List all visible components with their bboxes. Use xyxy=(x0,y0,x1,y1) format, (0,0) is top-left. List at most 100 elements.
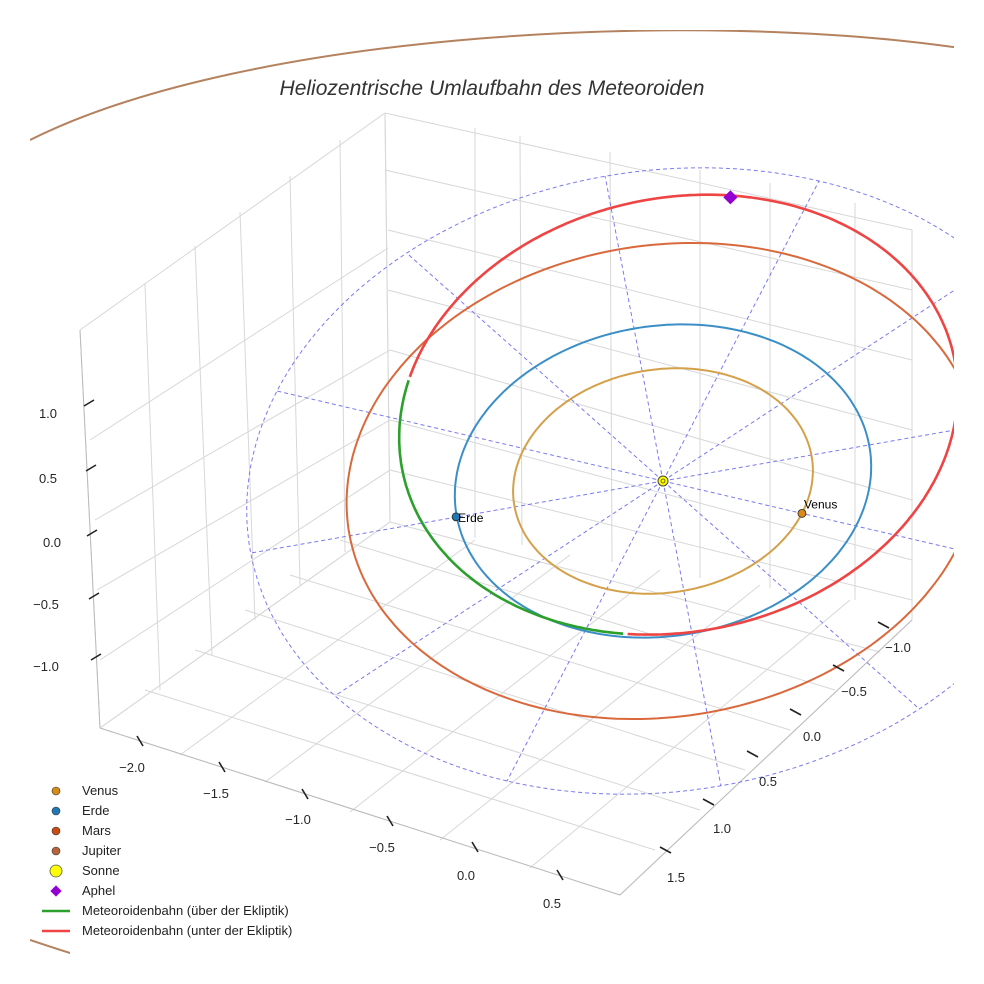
y-tick-mark xyxy=(746,750,759,758)
grid-line-left-h xyxy=(99,469,391,661)
grid-line-left-h xyxy=(79,112,386,331)
meteoroid-orbit-below xyxy=(408,193,954,636)
legend-label: Meteoroidenbahn (unter der Ekliptik) xyxy=(82,923,292,938)
legend-marker xyxy=(51,826,61,836)
aphel-marker xyxy=(723,190,738,205)
grid-line-back-h xyxy=(384,169,913,291)
z-tick-mark xyxy=(88,592,100,600)
planet-venus xyxy=(797,509,807,518)
planet-erde xyxy=(451,512,461,522)
grid-line-back-h xyxy=(389,469,913,601)
y-tick-mark xyxy=(832,664,845,672)
x-tick-label: −2.0 xyxy=(119,760,145,775)
legend-item: Venus xyxy=(51,783,119,798)
grid-line-floor-a xyxy=(194,649,701,811)
ecliptic-spoke xyxy=(662,289,954,482)
legend-item: Erde xyxy=(51,803,109,818)
grid-line-left-v xyxy=(194,245,213,656)
z-tick-label: 0.0 xyxy=(43,535,61,550)
ecliptic-spoke xyxy=(662,429,954,482)
y-tick-label: 0.0 xyxy=(803,729,821,744)
x-tick-label: −1.5 xyxy=(203,786,229,801)
grid-line-floor-b xyxy=(349,569,661,813)
legend-label: Sonne xyxy=(82,863,120,878)
legend-label: Erde xyxy=(82,803,109,818)
y-tick-label: 0.5 xyxy=(759,774,777,789)
legend-marker xyxy=(50,885,62,897)
grid-line-back-v xyxy=(384,112,391,523)
pane-outline xyxy=(80,113,912,895)
grid-line-left-h xyxy=(89,247,389,441)
grid-line-back-v xyxy=(609,151,613,563)
axis-grid xyxy=(79,112,913,896)
x-tick-mark xyxy=(471,841,479,853)
y-axis-line xyxy=(619,619,913,896)
legend-label: Aphel xyxy=(82,883,115,898)
grid-line-floor-b xyxy=(264,554,571,783)
sun-core xyxy=(660,478,666,484)
z-tick-label: −0.5 xyxy=(33,597,59,612)
x-tick-mark xyxy=(556,869,564,881)
z-tick-mark xyxy=(85,464,97,472)
x-tick-mark xyxy=(386,815,394,827)
x-tick-mark xyxy=(136,735,144,747)
z-tick-mark xyxy=(86,529,98,537)
grid-line-floor-a xyxy=(289,574,791,731)
y-tick-mark xyxy=(702,798,715,806)
legend-marker xyxy=(49,864,63,878)
grid-line-left-h xyxy=(94,349,391,521)
y-tick-label: 1.5 xyxy=(667,870,685,885)
grid-line-back-h xyxy=(389,419,913,561)
orbit-venus xyxy=(512,367,814,595)
legend-label: Meteoroidenbahn (über der Ekliptik) xyxy=(82,903,289,918)
plot-area: Venus Erde Mars xyxy=(30,30,984,954)
legend-item: Jupiter xyxy=(51,843,122,858)
z-tick-label: 1.0 xyxy=(39,406,57,421)
planet-label-mars: Mars xyxy=(964,396,984,410)
x-axis-line xyxy=(99,727,621,896)
y-tick-mark xyxy=(659,846,672,854)
legend-item: Meteoroidenbahn (über der Ekliptik) xyxy=(42,903,289,918)
legend-label: Mars xyxy=(82,823,111,838)
legend: Venus Erde Mars Jupiter Sonne Aphel Meteoroide… xyxy=(42,783,292,938)
grid-line-floor-b xyxy=(529,599,851,869)
grid-line-left-v xyxy=(339,139,346,553)
z-tick-label: −1.0 xyxy=(33,659,59,674)
grid-line-floor-b xyxy=(99,521,391,729)
grid-line-floor-a xyxy=(389,521,881,653)
grid-line-back-h xyxy=(389,349,913,501)
y-tick-label: −1.0 xyxy=(885,640,911,655)
x-tick-label: −1.0 xyxy=(285,812,311,827)
y-tick-label: −0.5 xyxy=(841,684,867,699)
grid-line-left-v xyxy=(289,175,301,586)
grid-line-floor-a xyxy=(144,689,656,851)
axis-ticks: −2.0 −1.5 −1.0 −0.5 0.0 0.5 −1.0 −0.5 0.0 0.5 1.0 1… xyxy=(33,399,911,911)
x-tick-mark xyxy=(218,761,226,773)
y-tick-mark xyxy=(789,708,802,716)
z-tick-label: 0.5 xyxy=(39,471,57,486)
x-tick-label: −0.5 xyxy=(369,840,395,855)
grid-line-floor-b xyxy=(179,539,476,756)
planet-label-venus: Venus xyxy=(804,497,837,511)
grid-line-floor-a xyxy=(244,609,746,771)
z-tick-mark xyxy=(83,399,95,407)
sun-marker xyxy=(657,475,669,487)
ecliptic-spoke xyxy=(662,480,954,550)
legend-label: Jupiter xyxy=(82,843,122,858)
grid-line-floor-a xyxy=(339,539,836,691)
grid-line-left-h xyxy=(96,419,391,591)
x-tick-label: 0.5 xyxy=(543,896,561,911)
z-tick-mark xyxy=(90,653,102,661)
legend-item: Mars xyxy=(51,823,111,838)
grid-line-back-h xyxy=(387,229,913,361)
legend-label: Venus xyxy=(82,783,119,798)
x-tick-mark xyxy=(301,788,309,800)
grid-line-floor-b xyxy=(439,584,761,841)
legend-item: Meteoroidenbahn (unter der Ekliptik) xyxy=(42,923,292,938)
orbit-jupiter-top xyxy=(30,30,954,141)
orbit-mars xyxy=(345,242,954,720)
meteoroid-orbit-above xyxy=(397,379,624,635)
x-tick-label: 0.0 xyxy=(457,868,475,883)
